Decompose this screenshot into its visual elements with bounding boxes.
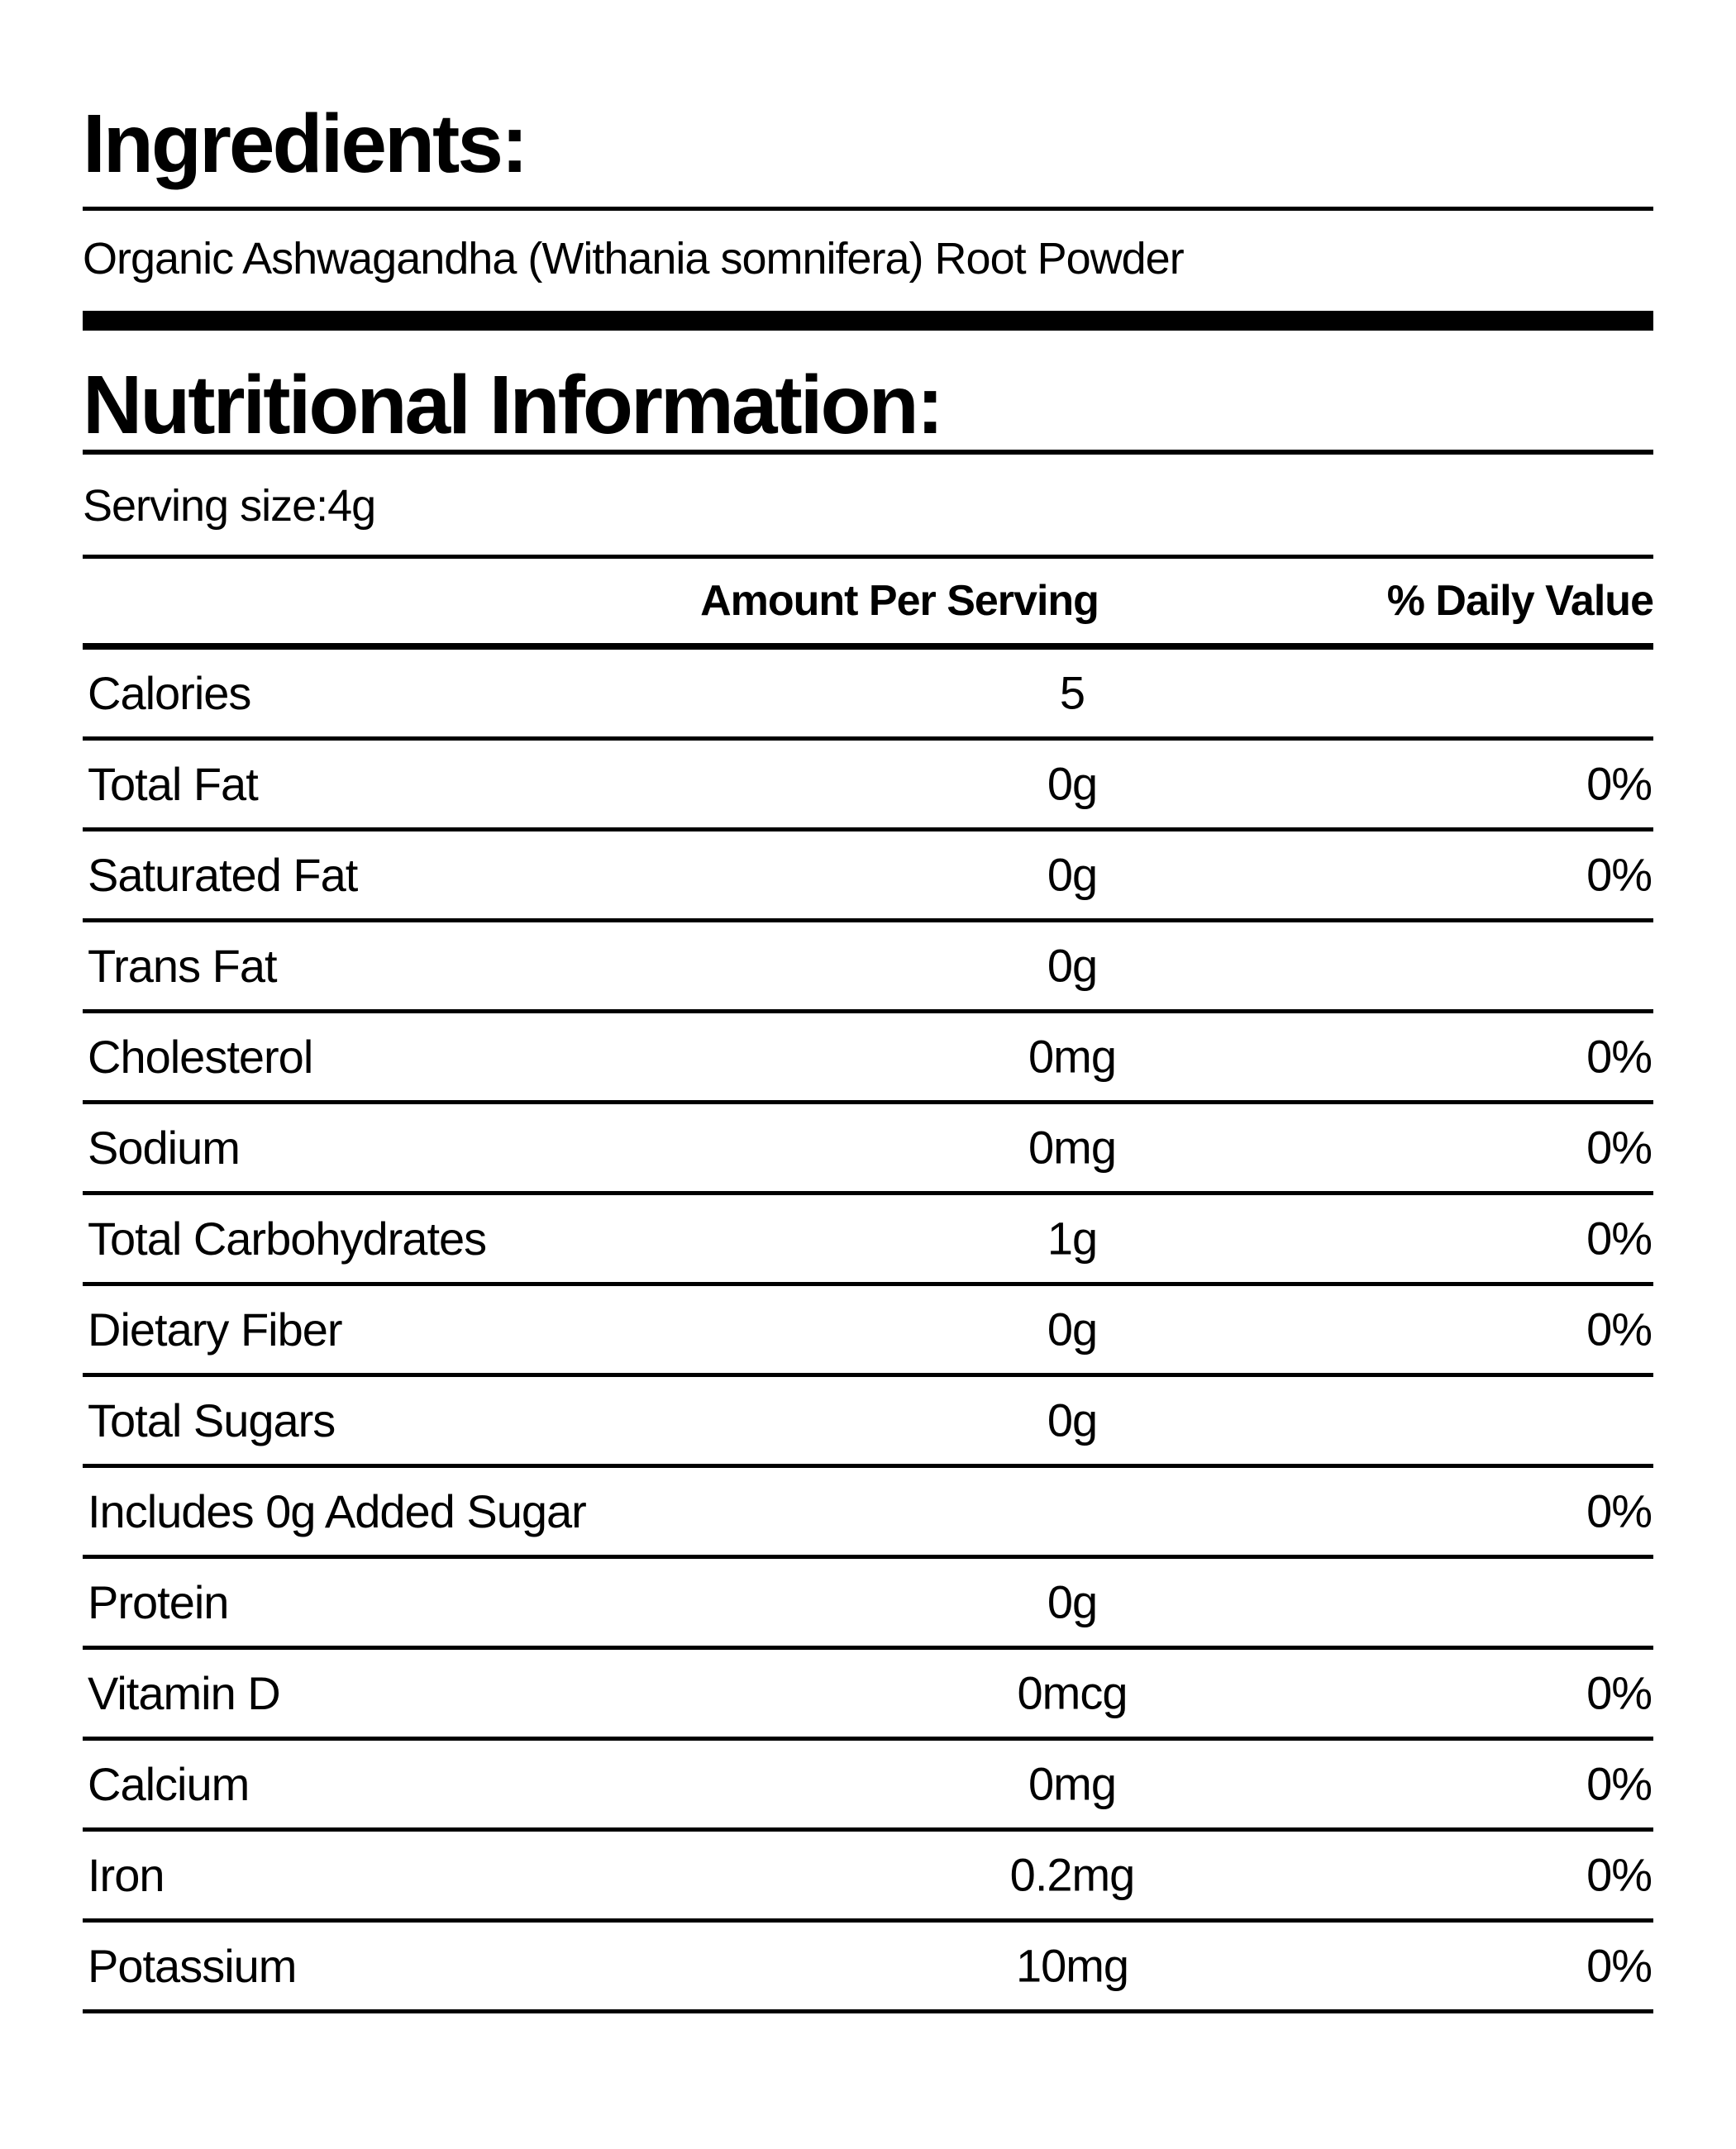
nutrient-daily-value: 0% bbox=[1586, 1303, 1653, 1356]
nutrient-amount: 10mg bbox=[1015, 1939, 1129, 1992]
nutrient-daily-value: 0% bbox=[1586, 1212, 1653, 1265]
nutrient-amount: 0mg bbox=[1028, 1757, 1117, 1810]
nutrient-label: Vitamin D bbox=[88, 1666, 281, 1719]
nutrient-label: Saturated Fat bbox=[88, 848, 358, 901]
nutrient-amount: 0.2mg bbox=[1009, 1848, 1136, 1901]
nutrient-amount: 0g bbox=[1047, 1303, 1098, 1356]
nutrient-row: Includes 0g Added Sugar 0% bbox=[83, 1468, 1653, 1559]
nutrient-label: Total Fat bbox=[88, 757, 259, 810]
nutrient-row: Vitamin D 0mcg 0% bbox=[83, 1650, 1653, 1741]
daily-value-header: % Daily Value bbox=[1386, 576, 1654, 625]
ingredients-text: Organic Ashwagandha (Withania somnifera)… bbox=[83, 234, 1185, 284]
nutrient-label: Cholesterol bbox=[88, 1030, 313, 1083]
nutrient-amount: 0g bbox=[1047, 939, 1098, 992]
nutrient-daily-value: 0% bbox=[1586, 1939, 1653, 1992]
nutrition-table: Amount Per Serving % Daily Value Calorie… bbox=[83, 559, 1654, 2013]
nutrient-amount: 0g bbox=[1047, 1394, 1098, 1446]
nutrient-row: Potassium 10mg 0% bbox=[83, 1923, 1653, 2013]
nutrient-daily-value: 0% bbox=[1586, 1030, 1653, 1083]
nutrient-label: Protein bbox=[88, 1575, 229, 1628]
nutrient-label: Includes 0g Added Sugar bbox=[88, 1484, 587, 1537]
nutrient-label: Total Sugars bbox=[88, 1394, 336, 1446]
nutrient-label: Trans Fat bbox=[88, 939, 278, 992]
nutrient-amount: 0g bbox=[1047, 848, 1098, 901]
nutrient-daily-value: 0% bbox=[1586, 848, 1653, 901]
ingredients-divider bbox=[83, 207, 1653, 211]
nutrient-daily-value: 0% bbox=[1586, 1666, 1653, 1719]
nutrient-amount: 0g bbox=[1047, 757, 1098, 810]
nutrient-amount: 0mcg bbox=[1017, 1666, 1128, 1719]
nutrient-row: Sodium 0mg 0% bbox=[83, 1104, 1653, 1195]
nutrient-daily-value: 0% bbox=[1586, 1121, 1653, 1174]
amount-per-serving-header: Amount Per Serving bbox=[700, 576, 1099, 625]
nutrient-amount: 1g bbox=[1047, 1212, 1098, 1265]
nutrient-daily-value: 0% bbox=[1586, 1757, 1653, 1810]
nutrient-amount: 0mg bbox=[1028, 1121, 1117, 1174]
nutrient-amount: 0g bbox=[1047, 1575, 1098, 1628]
nutrient-row: Dietary Fiber 0g 0% bbox=[83, 1286, 1653, 1377]
nutrient-row: Protein 0g bbox=[83, 1559, 1653, 1650]
nutrient-amount: 0mg bbox=[1028, 1030, 1117, 1083]
serving-size-divider bbox=[83, 554, 1653, 559]
nutrient-row: Calories 5 bbox=[83, 650, 1653, 741]
nutrient-label: Total Carbohydrates bbox=[88, 1212, 487, 1265]
table-header-row: Amount Per Serving % Daily Value bbox=[83, 559, 1654, 650]
nutrition-title-divider bbox=[83, 449, 1653, 455]
nutrient-row: Trans Fat 0g bbox=[83, 922, 1653, 1013]
nutrient-row: Saturated Fat 0g 0% bbox=[83, 831, 1653, 922]
nutrient-daily-value: 0% bbox=[1586, 1484, 1653, 1537]
ingredients-section: Ingredients: Organic Ashwagandha (Withan… bbox=[83, 99, 1653, 286]
nutrient-row: Total Fat 0g 0% bbox=[83, 741, 1653, 831]
nutrient-row: Iron 0.2mg 0% bbox=[83, 1832, 1653, 1923]
nutrient-daily-value: 0% bbox=[1586, 1848, 1653, 1901]
serving-size: Serving size:4g bbox=[83, 480, 376, 531]
nutrient-row: Total Carbohydrates 1g 0% bbox=[83, 1195, 1653, 1286]
nutrition-title: Nutritional Information: bbox=[83, 358, 944, 451]
nutrient-row: Calcium 0mg 0% bbox=[83, 1741, 1653, 1832]
table-body: Calories 5 Total Fat 0g 0% Saturated Fat… bbox=[83, 650, 1653, 2013]
nutrient-row: Cholesterol 0mg 0% bbox=[83, 1013, 1653, 1104]
nutrient-label: Dietary Fiber bbox=[88, 1303, 343, 1356]
nutrient-daily-value: 0% bbox=[1586, 757, 1653, 810]
nutrient-label: Iron bbox=[88, 1848, 165, 1901]
nutrient-label: Calories bbox=[88, 666, 251, 719]
nutrient-label: Potassium bbox=[88, 1939, 297, 1992]
nutrient-row: Total Sugars 0g bbox=[83, 1377, 1653, 1468]
nutrient-label: Calcium bbox=[88, 1757, 250, 1810]
ingredients-title: Ingredients: bbox=[83, 98, 528, 190]
section-divider-bar bbox=[83, 310, 1653, 331]
nutrient-label: Sodium bbox=[88, 1121, 241, 1174]
nutrient-amount: 5 bbox=[1059, 666, 1085, 719]
nutrition-section: Nutritional Information: Serving size:4g… bbox=[83, 358, 1654, 2013]
